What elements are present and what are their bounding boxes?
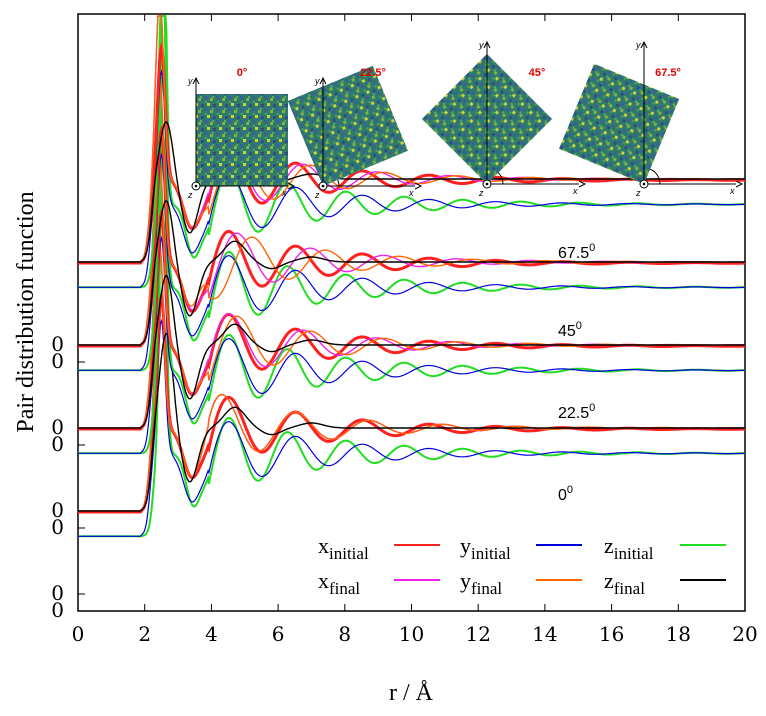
angle-label: 00 [558, 484, 573, 504]
inset-z-letter: z [478, 188, 484, 198]
curve-group-22-5 [78, 55, 746, 455]
inset-x-arrow [578, 180, 587, 188]
inset-0: x y z 0° [187, 67, 296, 200]
x-axis: 0 2 4 6 8 10 12 14 16 18 20 [72, 14, 758, 646]
x-tick-label: 0 [72, 622, 85, 646]
y-tick-label: 0 [51, 332, 64, 356]
legend-label: xfinal [318, 568, 360, 598]
x-tick-label: 10 [399, 622, 424, 646]
x-tick-label: 6 [272, 622, 285, 646]
y-initial-curve [78, 152, 746, 371]
inset-angle-label: 22.5° [360, 67, 386, 79]
y-tick-label: 0 [51, 598, 64, 622]
inset-angle-arc [337, 179, 340, 187]
x-tick-label: 18 [666, 622, 691, 646]
legend-subscript: initial [471, 544, 511, 563]
legend-label: xinitial [318, 533, 369, 563]
inset-x-letter: x [572, 186, 578, 196]
inset-x-arrow [287, 182, 296, 190]
inset-angle-label: 45° [529, 67, 546, 79]
x-tick-label: 14 [532, 622, 557, 646]
z-final-curve [78, 200, 745, 346]
legend-label: yfinal [460, 568, 502, 598]
degree-superscript: 0 [589, 402, 595, 414]
degree-superscript: 0 [567, 484, 573, 496]
inset-x-letter: x [408, 188, 414, 198]
inset-angle-arc [649, 168, 661, 185]
legend-label: yinitial [460, 533, 511, 563]
y-initial-curve [78, 318, 746, 537]
curve-layer [78, 15, 746, 538]
legend-label: zinitial [604, 533, 654, 563]
angle-label: 67.50 [558, 242, 595, 262]
inset-sample-image [287, 65, 408, 186]
inset-z-axis-dot [321, 184, 325, 188]
legend-subscript: initial [329, 544, 369, 563]
z-final-curve [78, 332, 745, 512]
y-initial-curve [78, 69, 746, 288]
inset-y-letter: y [478, 40, 484, 50]
y-tick-label: 0 [51, 349, 64, 373]
z-final-curve [78, 274, 745, 429]
inset-z-letter: z [187, 190, 193, 200]
inset-z-axis-dot [485, 182, 489, 186]
inset-3: x y z 67.5° [559, 40, 744, 198]
inset-sample-image [559, 63, 680, 184]
inset-x-arrow [414, 182, 423, 190]
inset-x-letter: x [281, 188, 287, 198]
x-tick-label: 12 [465, 622, 490, 646]
inset-x-letter: x [729, 186, 735, 196]
inset-y-arrow [640, 40, 648, 49]
legend-subscript: final [614, 579, 645, 598]
y-tick-label: 0 [51, 515, 64, 539]
x-initial-curve [78, 207, 746, 431]
inset-z-letter: z [635, 188, 641, 198]
angle-label: 450 [558, 320, 582, 340]
x-tick-label: 20 [732, 622, 757, 646]
degree-superscript: 0 [589, 242, 595, 254]
y-tick-label: 0 [51, 415, 64, 439]
inset-angle-label: 0° [237, 67, 248, 79]
y-tick-label: 0 [51, 581, 64, 605]
x-initial-curve [78, 290, 746, 514]
curve-group-45 [78, 15, 746, 372]
legend-subscript: initial [614, 544, 654, 563]
x-tick-label: 8 [338, 622, 351, 646]
curve-group-0 [78, 138, 746, 538]
y-axis-title: Pair distribution function [13, 191, 39, 432]
x-tick-label: 16 [599, 622, 624, 646]
legend-label: zfinal [604, 568, 645, 598]
inset-y-letter: y [314, 76, 320, 86]
inset-angle-label: 67.5° [655, 67, 681, 79]
inset-sample-image [196, 94, 288, 186]
x-axis-title: r / Å [389, 680, 434, 706]
inset-angle-arc [497, 172, 504, 185]
y-tick-label: 0 [51, 498, 64, 522]
inset-y-arrow [319, 76, 327, 85]
degree-superscript: 0 [576, 320, 582, 332]
inset-z-axis-dot [642, 182, 646, 186]
inset-layer: x y z 0° x y z 22.5° x y z 45° x y z 67.5° [187, 40, 744, 200]
y-tick-label: 0 [51, 432, 64, 456]
legend: xinitial yinitial zinitial xfinal yfinal zfin… [318, 533, 726, 598]
inset-z-axis-dot [194, 184, 198, 188]
inset-y-letter: y [187, 76, 193, 86]
inset-2: x y z 45° [421, 40, 587, 198]
inset-1: x y z 22.5° [287, 65, 423, 200]
inset-y-letter: y [635, 40, 641, 50]
x-tick-label: 4 [205, 622, 218, 646]
angle-label: 22.50 [558, 402, 595, 422]
x-tick-label: 2 [138, 622, 151, 646]
legend-subscript: final [329, 579, 360, 598]
inset-z-letter: z [314, 190, 320, 200]
inset-y-arrow [192, 76, 200, 85]
inset-x-arrow [735, 180, 744, 188]
inset-y-arrow [483, 40, 491, 49]
legend-subscript: final [471, 579, 502, 598]
y-initial-curve [78, 235, 746, 454]
